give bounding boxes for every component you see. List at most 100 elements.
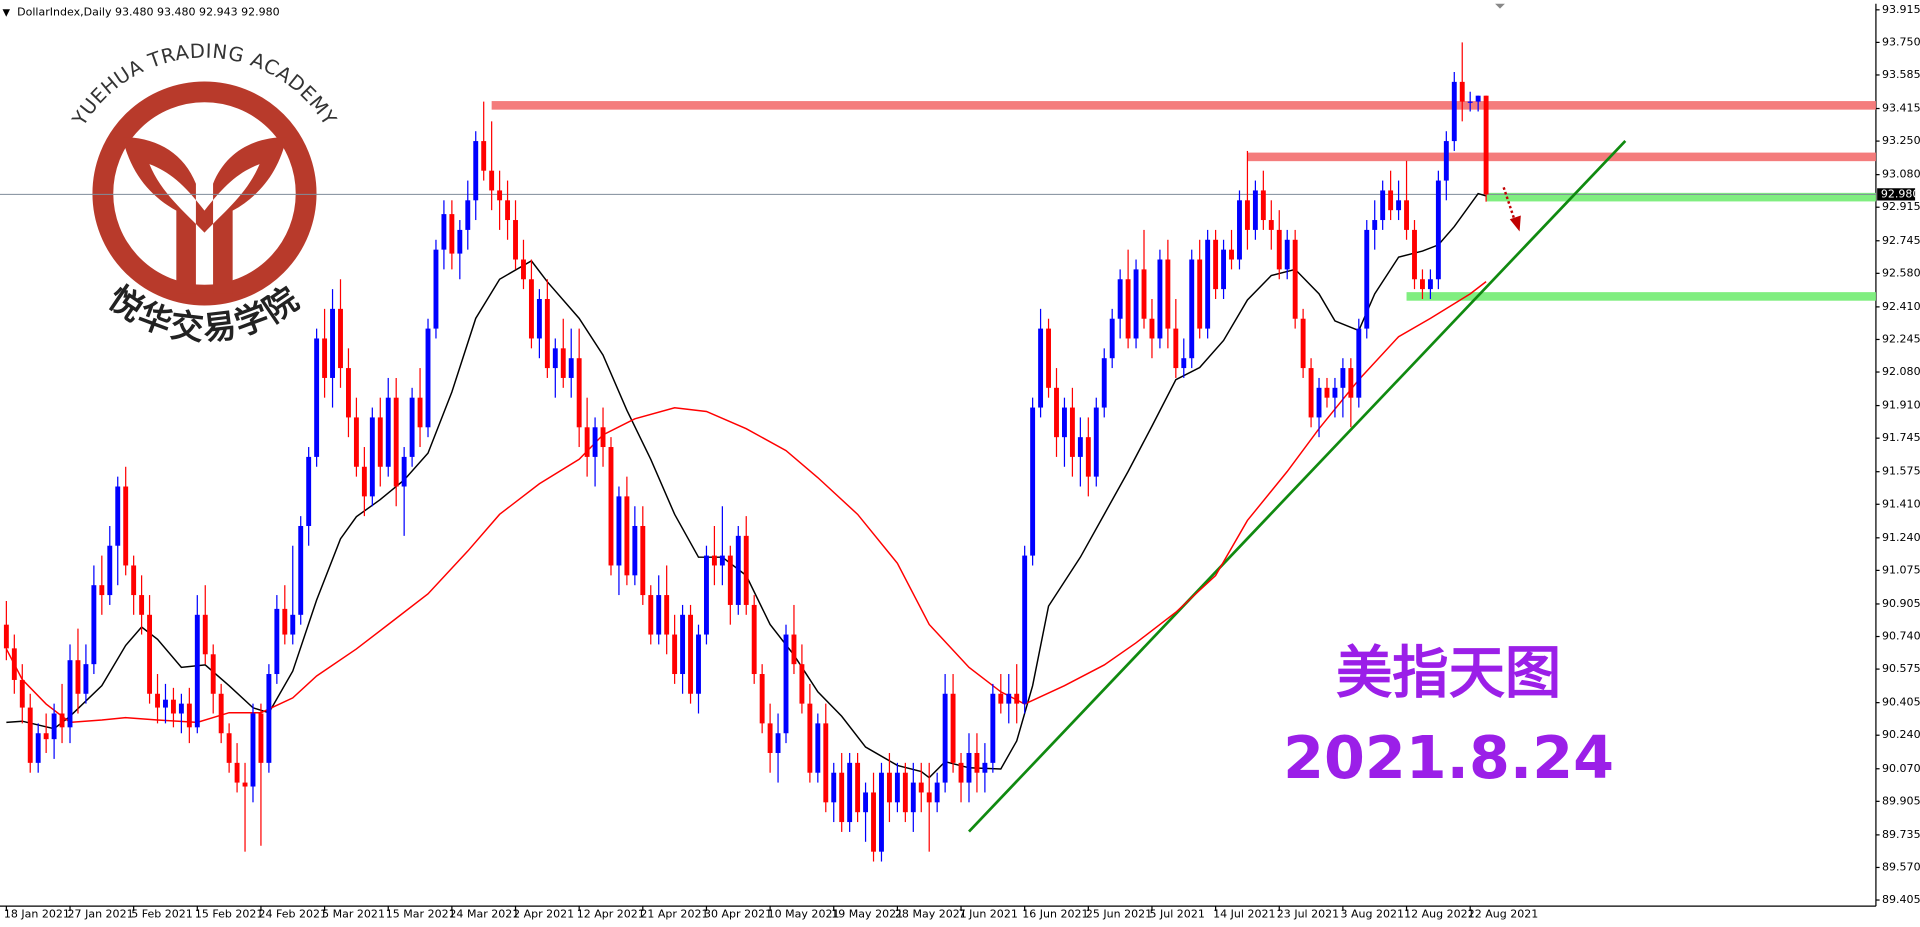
candle-body [1133, 269, 1139, 339]
candle-body [353, 417, 359, 467]
y-tick-label: 90.405 [1882, 696, 1920, 709]
candle-body [1221, 249, 1227, 290]
candle-body [1380, 190, 1386, 221]
candle-body [282, 608, 288, 635]
candle-body [1054, 387, 1059, 438]
candle-body [751, 604, 757, 675]
candle-body [274, 608, 280, 675]
candle-body [1443, 141, 1449, 181]
logo-ring [92, 81, 317, 306]
y-tick-label: 93.585 [1882, 68, 1920, 81]
annotation-title: 美指天图 [1336, 640, 1561, 706]
candle-body [186, 703, 192, 728]
candle-body [608, 447, 614, 566]
price-label-box [1877, 188, 1916, 201]
price-label: 92.980 [1881, 187, 1920, 200]
candle-body [19, 679, 25, 708]
candle-body [918, 782, 924, 793]
candle-body [1077, 437, 1083, 457]
candle-body [83, 664, 89, 694]
candle-body [67, 660, 73, 728]
candle-body [250, 713, 256, 787]
x-tick-label: 27 Jan 2021 [68, 908, 134, 921]
candle-body [1101, 358, 1107, 408]
x-tick-label: 12 Aug 2021 [1404, 908, 1475, 921]
candle-body [910, 782, 916, 813]
candle-body [385, 397, 391, 467]
candle-body [894, 772, 900, 803]
candle-body [210, 654, 216, 694]
candle-body [934, 782, 940, 803]
x-tick-label: 5 Feb 2021 [131, 908, 193, 921]
forecast-arrow [1502, 186, 1516, 221]
candle-body [648, 595, 654, 635]
candle-body [1300, 318, 1306, 369]
candle-body [576, 358, 582, 428]
candle-body [393, 397, 399, 487]
candle-body [799, 664, 805, 704]
candle-body [1324, 387, 1330, 398]
candle-body [481, 141, 487, 171]
candle-body [1396, 200, 1402, 211]
candle-body [855, 762, 861, 813]
y-tick-label: 91.075 [1882, 563, 1920, 576]
x-tick-label: 18 Jan 2021 [4, 908, 70, 921]
forecast-arrow-head [1509, 215, 1521, 232]
candle-body [27, 707, 33, 763]
candle-body [218, 693, 224, 734]
x-tick-label: 15 Feb 2021 [195, 908, 264, 921]
candle-body [1165, 259, 1171, 329]
candle-body [473, 141, 479, 201]
candle-body [242, 782, 248, 787]
y-tick-label: 90.905 [1882, 597, 1920, 610]
candle-body [1420, 279, 1425, 290]
x-tick-label: 23 Jul 2021 [1277, 908, 1339, 921]
candle-body [1483, 95, 1489, 195]
header-arrow: ▼ [2, 7, 10, 18]
y-tick-label: 91.910 [1882, 399, 1920, 412]
x-tick-label: 24 Feb 2021 [258, 908, 327, 921]
candle-body [1260, 190, 1266, 221]
candle-body [719, 555, 725, 566]
candle-body [234, 762, 240, 783]
candle-body [568, 358, 574, 378]
candle-body [377, 417, 383, 467]
candle-body [696, 634, 701, 694]
candle-body [815, 723, 821, 773]
candle-body [847, 762, 853, 823]
candle-body [147, 614, 153, 694]
candle-body [322, 338, 328, 378]
candle-body [409, 397, 415, 457]
candle-body [592, 427, 598, 457]
candle-body [1427, 279, 1433, 290]
y-tick-label: 92.245 [1882, 332, 1920, 345]
x-tick-label: 10 May 2021 [768, 908, 840, 921]
x-tick-label: 15 Mar 2021 [386, 908, 456, 921]
candle-body [1141, 269, 1147, 319]
y-tick-label: 93.415 [1882, 102, 1920, 115]
candle-body [1388, 190, 1394, 211]
candle-body [823, 723, 829, 803]
candle-body [982, 762, 988, 773]
candle-body [1085, 437, 1091, 477]
candle-body [544, 298, 550, 369]
candle-body [1308, 368, 1314, 418]
candle-body [1109, 318, 1115, 359]
y-tick-label: 92.745 [1882, 234, 1920, 247]
candle-body [11, 648, 17, 680]
candle-body [1237, 200, 1242, 260]
x-tick-label: 14 Jul 2021 [1213, 908, 1275, 921]
x-tick-label: 7 Jun 2021 [959, 908, 1018, 921]
candle-body [1117, 279, 1123, 319]
zone [1406, 292, 1876, 301]
zone [1486, 192, 1876, 202]
scroll-marker [1495, 3, 1505, 9]
candle-body [139, 595, 145, 615]
candle-body [1157, 259, 1163, 339]
x-tick-label: 16 Jun 2021 [1022, 908, 1088, 921]
candle-body [99, 585, 105, 596]
candle-body [35, 733, 41, 763]
candle-body [1412, 229, 1417, 280]
